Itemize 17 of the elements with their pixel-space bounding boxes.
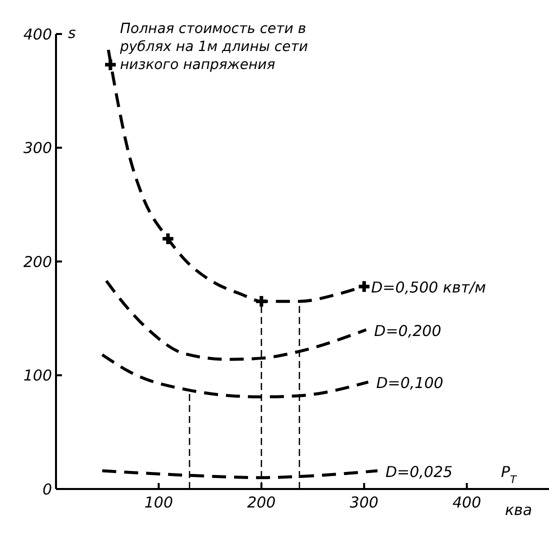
x-tick-label: 200 (247, 494, 276, 512)
text: ква (505, 501, 532, 519)
x-tick-label: 100 (144, 494, 174, 512)
x-axis-title: P$_{T}$ (501, 463, 518, 486)
series-label: D=0,200 (374, 322, 442, 340)
y-tick-label: 100 (23, 366, 52, 385)
y-axis-title: s (68, 24, 76, 42)
x-tick-label: 300 (350, 494, 378, 512)
series-label: D=0,500 квт/м (371, 278, 486, 297)
y-tick-label: 0 (42, 480, 52, 498)
y-tick-label: 200 (23, 252, 52, 271)
y-tick-label: 400 (23, 25, 52, 44)
y-tick-label: 300 (23, 139, 52, 158)
chart-title: Полная стоимость сети в рублях на 1м длины сети низкого напряжения (120, 20, 309, 74)
series-label: D=0,100 (376, 374, 444, 392)
x-tick-label: 400 (452, 494, 482, 512)
series-label: D=0,025 (385, 462, 453, 481)
